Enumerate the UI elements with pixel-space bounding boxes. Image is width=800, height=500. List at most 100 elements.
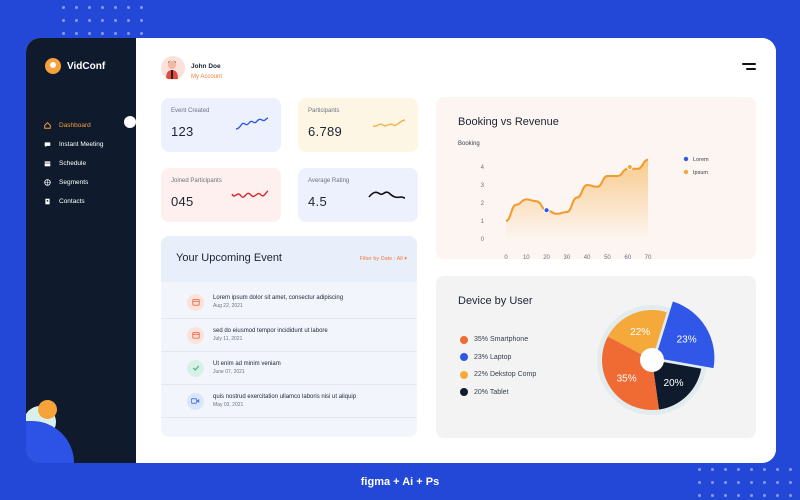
x-tick-label: 50 xyxy=(604,255,611,259)
card-title: Booking vs Revenue xyxy=(458,116,559,128)
pie-slice-smartphone[interactable] xyxy=(602,336,659,410)
event-date: July 11, 2021 xyxy=(213,336,243,342)
brand[interactable]: VidConf xyxy=(45,58,105,74)
sparkline xyxy=(231,190,269,198)
sidebar: VidConf Dashboard Instant Meeting Schedu… xyxy=(26,38,136,463)
legend-label: 23% Laptop xyxy=(474,353,512,361)
sidebar-item-schedule[interactable]: Schedule xyxy=(44,154,103,173)
highlight-point[interactable] xyxy=(543,207,550,214)
active-notch xyxy=(124,116,136,128)
dot xyxy=(101,6,104,9)
dot xyxy=(763,494,766,497)
app-window: VidConf Dashboard Instant Meeting Schedu… xyxy=(26,38,776,463)
y-tick-label: 0 xyxy=(481,237,485,243)
slice-label: 20% xyxy=(664,378,684,389)
event-item[interactable]: quis nostrud exercitation ullamco labori… xyxy=(161,385,417,418)
event-title: quis nostrud exercitation ullamco labori… xyxy=(213,394,357,400)
pie-slice-laptop[interactable] xyxy=(655,301,715,369)
sidebar-item-label: Contacts xyxy=(59,198,85,205)
event-list: Lorem ipsum dolor sit amet, consectur ad… xyxy=(161,282,417,418)
series-line xyxy=(505,158,649,222)
slice-label: 23% xyxy=(677,334,697,345)
dot xyxy=(750,481,753,484)
series-area xyxy=(506,159,648,239)
y-tick-label: 2 xyxy=(481,201,485,207)
x-tick-label: 10 xyxy=(523,255,530,259)
event-title: Lorem ipsum dolor sit amet, consectur ad… xyxy=(213,295,344,301)
filter-label: Filter by Date : All xyxy=(359,256,403,262)
events-header: Your Upcoming Event Filter by Date : All… xyxy=(161,236,417,282)
dot xyxy=(114,32,117,35)
dot xyxy=(789,481,792,484)
main-content: John Doe My Account Event Created 123 Pa… xyxy=(136,38,776,463)
legend-dot xyxy=(460,335,468,344)
slice-label: 35% xyxy=(617,373,637,384)
sidebar-item-label: Segments xyxy=(59,179,89,186)
event-item[interactable]: sed do eiusmod tempor incididunt ut labo… xyxy=(161,319,417,352)
dot xyxy=(737,468,740,471)
dot xyxy=(750,494,753,497)
dot xyxy=(127,19,130,22)
event-date: Aug 22, 2021 xyxy=(213,303,243,309)
sparkline xyxy=(372,119,406,128)
y-tick-label: 4 xyxy=(481,165,485,171)
stat-card-joined-participants[interactable]: Joined Participants 045 xyxy=(161,168,281,222)
event-title: Ut enim ad minim veniam xyxy=(213,361,281,367)
upcoming-events-panel: Your Upcoming Event Filter by Date : All… xyxy=(161,236,417,437)
my-account-link[interactable]: My Account xyxy=(191,74,223,80)
dot xyxy=(776,468,779,471)
dot xyxy=(750,468,753,471)
pie-hole xyxy=(640,348,664,372)
sidebar-item-segments[interactable]: Segments xyxy=(44,173,103,192)
stat-card-participants[interactable]: Participants 6.789 xyxy=(298,98,418,152)
device-pie-chart: 22% 23% 20% 35% xyxy=(597,301,715,415)
footer-caption: figma + Ai + Ps xyxy=(360,476,440,488)
stat-value: 123 xyxy=(171,124,194,139)
dot xyxy=(724,468,727,471)
globe-icon xyxy=(44,179,51,186)
dot xyxy=(737,481,740,484)
sidebar-item-contacts[interactable]: Contacts xyxy=(44,192,103,211)
highlight-point[interactable] xyxy=(626,163,633,171)
dot xyxy=(789,468,792,471)
stat-value: 4.5 xyxy=(308,194,327,209)
sidebar-item-dashboard[interactable]: Dashboard xyxy=(44,116,103,135)
legend-dot xyxy=(683,169,689,175)
menu-toggle-button[interactable] xyxy=(742,63,756,73)
dot xyxy=(62,19,65,22)
dot xyxy=(75,32,78,35)
stat-label: Average Rating xyxy=(308,178,350,184)
stat-label: Joined Participants xyxy=(171,178,222,184)
legend-item: 20% Tablet xyxy=(460,384,536,402)
dot xyxy=(140,19,143,22)
pie-slice-tablet[interactable] xyxy=(652,360,702,410)
events-title: Your Upcoming Event xyxy=(176,252,282,264)
legend-label: 35% Smartphone xyxy=(474,336,529,344)
decorative-quarter-circle xyxy=(26,421,74,463)
menu-line xyxy=(746,68,756,70)
sidebar-item-label: Schedule xyxy=(59,160,87,167)
pie-slice-dekstop-comp[interactable] xyxy=(607,310,667,360)
dot xyxy=(114,6,117,9)
check-icon xyxy=(187,359,204,377)
event-item[interactable]: Lorem ipsum dolor sit amet, consectur ad… xyxy=(161,286,417,319)
sparkline xyxy=(368,191,406,199)
sidebar-item-instant-meeting[interactable]: Instant Meeting xyxy=(44,135,103,154)
legend-item: 35% Smartphone xyxy=(460,331,536,349)
dot xyxy=(75,6,78,9)
stat-card-average-rating[interactable]: Average Rating 4.5 xyxy=(298,168,418,222)
y-tick-label: 1 xyxy=(481,219,485,225)
dot xyxy=(88,32,91,35)
dot xyxy=(127,32,130,35)
dot xyxy=(62,32,65,35)
stat-value: 6.789 xyxy=(308,124,343,139)
event-item[interactable]: Ut enim ad minim veniam June 07, 2021 xyxy=(161,352,417,385)
calendar-icon xyxy=(44,160,51,167)
dot xyxy=(698,468,701,471)
decorative-dots xyxy=(698,468,800,497)
user-profile[interactable]: John Doe My Account xyxy=(161,55,222,80)
booking-vs-revenue-card: Booking vs Revenue Booking 0 1 2 3 4 0 10 20 30 40… xyxy=(436,97,756,259)
date-filter-dropdown[interactable]: Filter by Date : All ▾ xyxy=(360,256,407,262)
decorative-circle xyxy=(38,400,57,419)
stat-card-event-created[interactable]: Event Created 123 xyxy=(161,98,281,152)
